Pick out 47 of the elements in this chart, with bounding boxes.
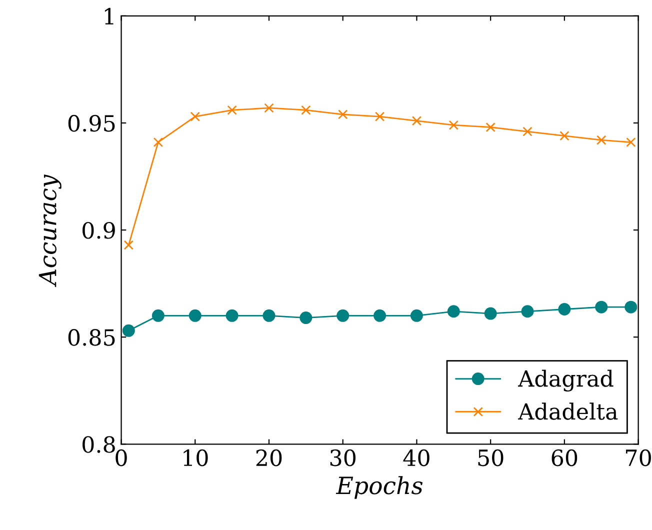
point — [624, 300, 638, 314]
y-tick-label: 0.95 — [68, 114, 115, 132]
y-tick-label: 1 — [104, 8, 114, 24]
point — [484, 307, 497, 320]
point — [560, 130, 570, 141]
x-axis-title: Epochs — [336, 476, 423, 499]
point — [486, 122, 496, 132]
point — [595, 300, 608, 314]
point — [226, 309, 238, 322]
point — [301, 105, 311, 115]
x-tick-label: 30 — [330, 449, 356, 466]
point — [336, 309, 350, 322]
point — [596, 135, 606, 145]
point — [522, 126, 532, 136]
point — [190, 112, 200, 122]
x-tick-label: 40 — [403, 449, 430, 466]
x-tick-label: 50 — [478, 449, 504, 466]
point — [153, 137, 164, 148]
y-axis-title: Accuracy — [38, 174, 62, 288]
point — [447, 305, 460, 318]
point — [227, 105, 237, 115]
legend-label: Adadelta — [518, 402, 618, 420]
point — [300, 312, 312, 324]
point — [374, 112, 385, 122]
point — [122, 324, 135, 337]
point — [262, 309, 276, 322]
x-tick-label: 20 — [256, 449, 282, 466]
y-tick-label: 0.85 — [68, 329, 115, 346]
x-tick-label: 60 — [552, 449, 578, 466]
point — [448, 120, 459, 130]
point — [124, 240, 134, 250]
point — [521, 305, 534, 318]
x-tick-label: 70 — [626, 449, 651, 466]
point — [410, 309, 423, 322]
y-tick-label: 0.8 — [82, 436, 115, 453]
x-tick-label: 10 — [184, 449, 208, 466]
legend-label: Adagrad — [518, 370, 614, 392]
point — [152, 309, 164, 322]
x-tick-label: 0 — [116, 449, 127, 466]
point — [374, 309, 386, 322]
point — [264, 103, 274, 113]
point — [558, 302, 571, 316]
point — [338, 110, 348, 120]
point — [412, 116, 422, 126]
point — [188, 309, 202, 322]
y-tick-label: 0.9 — [82, 222, 115, 239]
point — [626, 137, 636, 148]
